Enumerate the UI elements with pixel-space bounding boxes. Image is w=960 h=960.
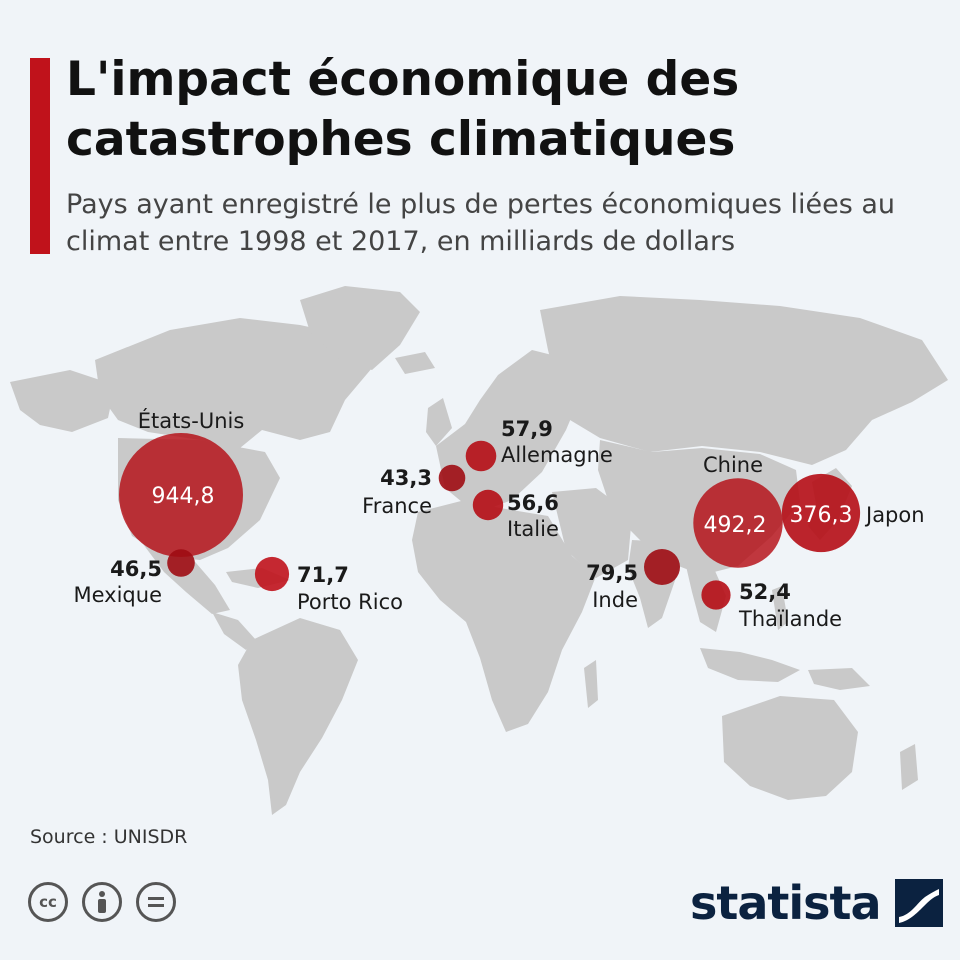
bubble-chine bbox=[693, 478, 783, 568]
value-label-chine: 492,2 bbox=[704, 513, 767, 538]
canada bbox=[95, 318, 372, 448]
country-label-etats-unis: États-Unis bbox=[138, 408, 245, 433]
value-label-inde: 79,5 bbox=[586, 561, 638, 585]
bubble-porto-rico bbox=[254, 556, 290, 592]
value-label-mexique: 46,5 bbox=[110, 557, 162, 581]
value-label-thailande: 52,4 bbox=[739, 580, 791, 604]
value-label-japon: 376,3 bbox=[790, 503, 853, 528]
africa bbox=[412, 500, 596, 732]
uk bbox=[426, 398, 452, 446]
iceland bbox=[395, 352, 435, 374]
bubble-france bbox=[438, 464, 466, 492]
europe bbox=[436, 350, 582, 510]
mexico-land bbox=[140, 540, 230, 614]
country-label-japon: Japon bbox=[864, 503, 925, 527]
bubble-mexique bbox=[167, 549, 195, 577]
statista-mark-icon bbox=[894, 879, 943, 927]
bubble-etats-unis bbox=[119, 433, 243, 557]
value-label-allemagne: 57,9 bbox=[501, 417, 553, 441]
new-zealand bbox=[900, 744, 918, 790]
bubble-allemagne bbox=[465, 440, 497, 472]
bubbles bbox=[119, 433, 861, 610]
country-label-mexique: Mexique bbox=[74, 583, 163, 607]
bubble-italie bbox=[472, 489, 504, 521]
labels: États-Unis 944,8 Chine 492,2 376,3 Japon… bbox=[74, 408, 925, 631]
country-label-allemagne: Allemagne bbox=[501, 443, 613, 467]
value-label-france: 43,3 bbox=[380, 466, 432, 490]
source-note: Source : UNISDR bbox=[30, 826, 188, 848]
brand-name: statista bbox=[690, 876, 882, 930]
bubble-japon bbox=[781, 473, 861, 553]
no-derivatives-icon[interactable] bbox=[136, 882, 176, 922]
madagascar bbox=[584, 660, 598, 708]
greenland bbox=[300, 286, 420, 370]
philippines bbox=[772, 586, 788, 630]
cc-icon[interactable]: cc bbox=[28, 882, 68, 922]
license-icons: cc bbox=[28, 882, 176, 922]
bubble-inde bbox=[644, 549, 680, 585]
south-america bbox=[238, 618, 358, 815]
bubble-thailande bbox=[701, 580, 731, 610]
country-label-inde: Inde bbox=[592, 588, 638, 612]
alaska bbox=[10, 370, 115, 432]
accent-bar bbox=[30, 58, 50, 254]
country-label-chine: Chine bbox=[703, 453, 763, 477]
value-label-italie: 56,6 bbox=[507, 491, 559, 515]
chart-subtitle: Pays ayant enregistré le plus de pertes … bbox=[66, 189, 896, 257]
chart-title: L'impact économique des catastrophes cli… bbox=[66, 52, 740, 167]
russia-asia bbox=[540, 296, 948, 465]
land-masses bbox=[10, 286, 948, 815]
value-label-etats-unis: 944,8 bbox=[152, 484, 215, 509]
country-label-thailande: Thaïlande bbox=[738, 607, 842, 631]
statista-logo[interactable]: statista bbox=[690, 876, 943, 930]
country-label-porto-rico: Porto Rico bbox=[297, 590, 403, 614]
value-label-porto-rico: 71,7 bbox=[297, 563, 349, 587]
country-label-italie: Italie bbox=[507, 517, 559, 541]
attribution-icon[interactable] bbox=[82, 882, 122, 922]
new-guinea bbox=[808, 668, 870, 690]
central-america bbox=[212, 612, 256, 650]
australia bbox=[722, 696, 858, 800]
country-label-france: France bbox=[362, 494, 432, 518]
indonesia bbox=[700, 648, 800, 682]
